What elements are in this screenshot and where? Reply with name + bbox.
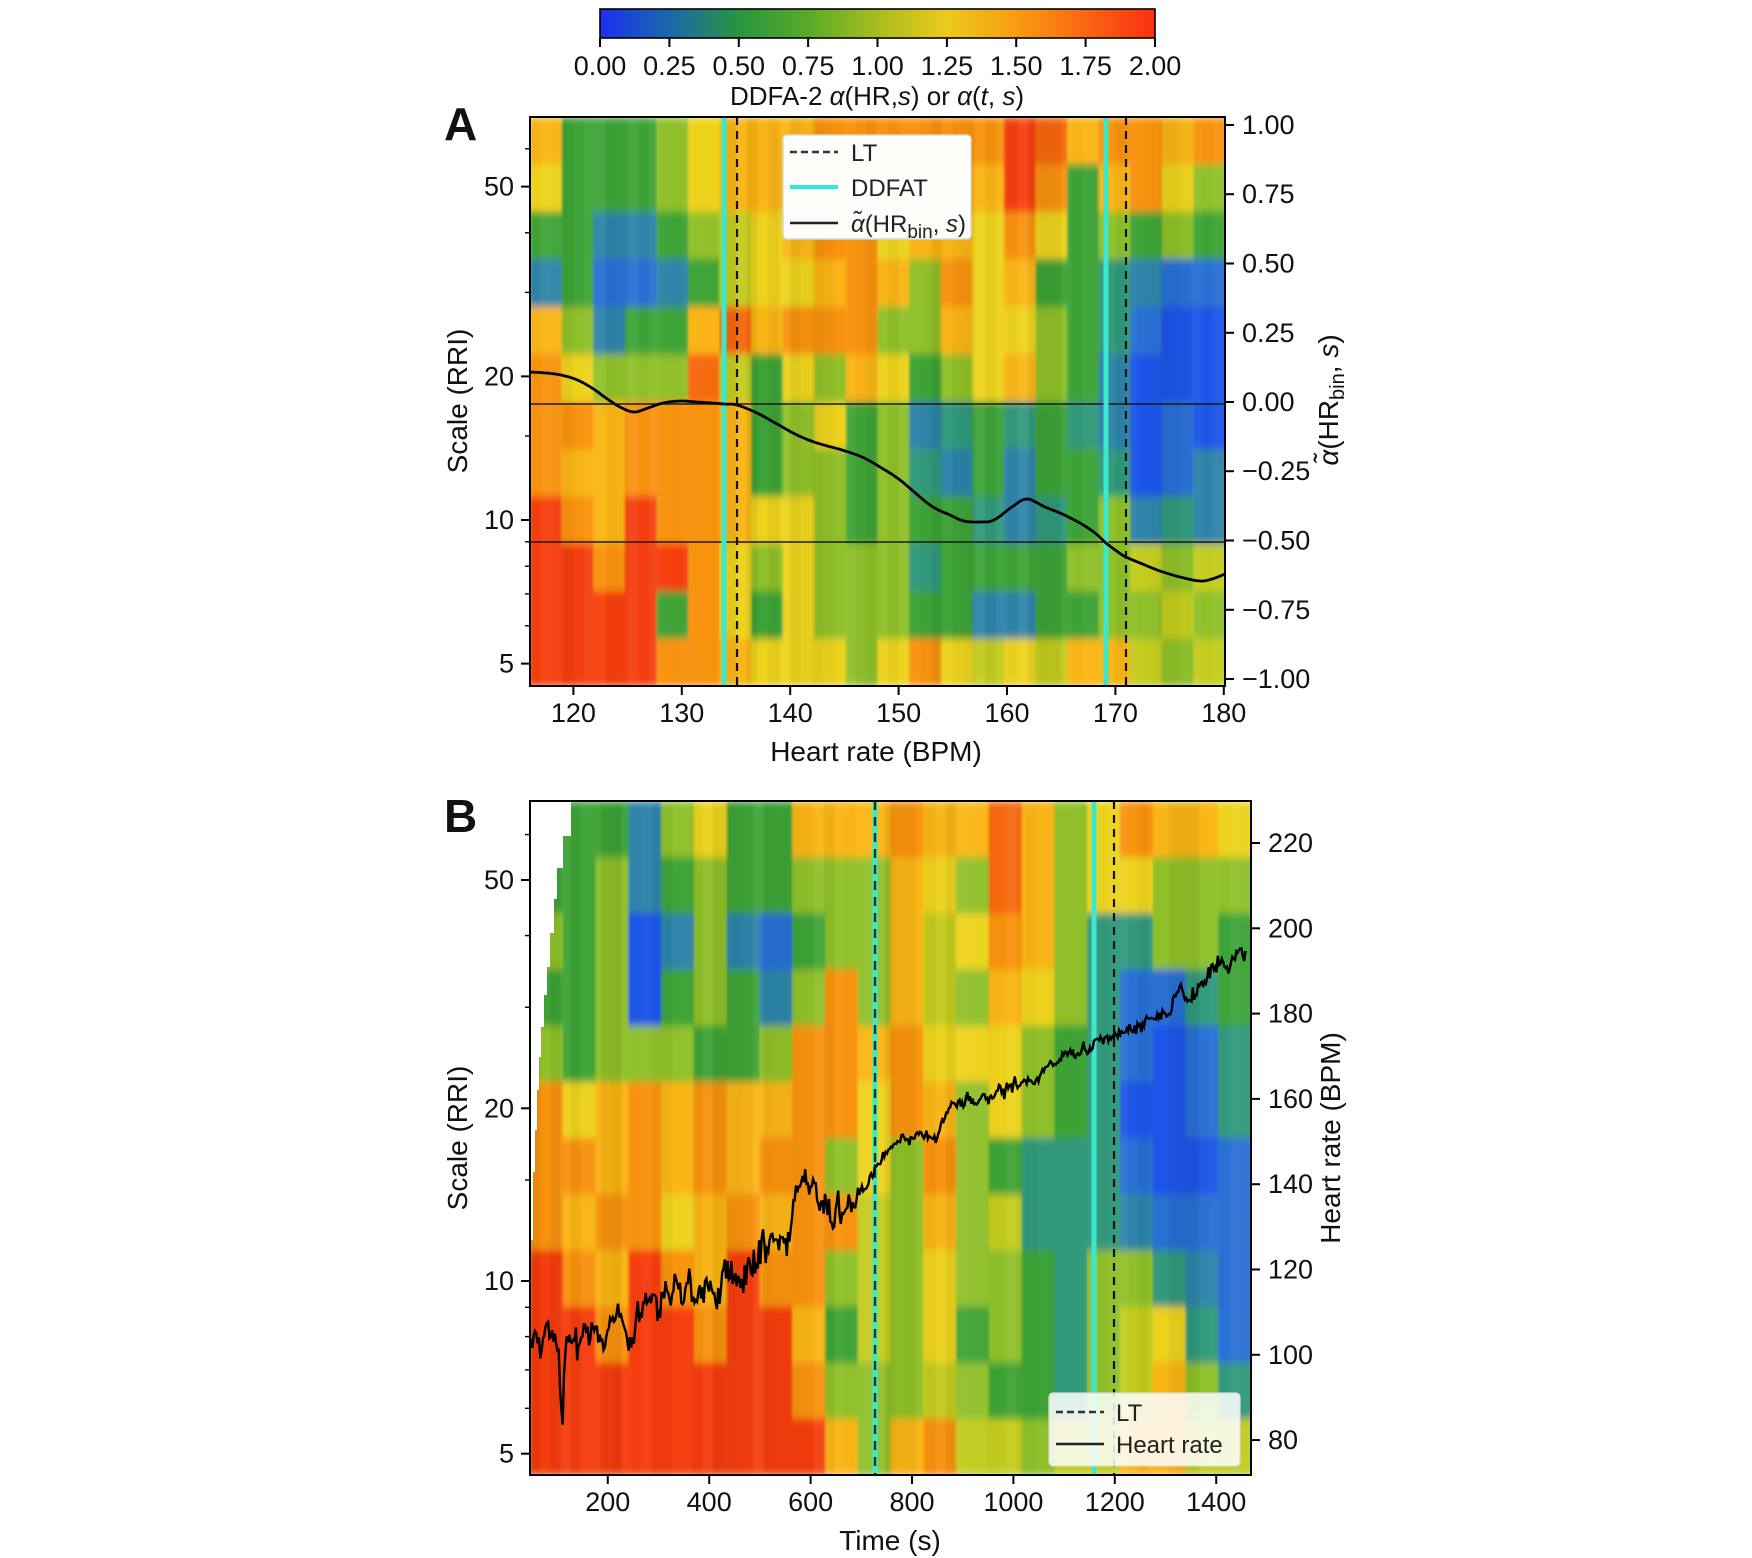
svg-text:140: 140 (1268, 1169, 1313, 1199)
svg-text:α̃(HRbin, s): α̃(HRbin, s) (1313, 334, 1349, 465)
svg-text:1000: 1000 (983, 1487, 1043, 1517)
svg-text:1.00: 1.00 (851, 51, 904, 81)
svg-text:100: 100 (1268, 1340, 1313, 1370)
svg-text:DDFAT: DDFAT (851, 175, 928, 202)
svg-text:180: 180 (1268, 999, 1313, 1029)
svg-text:LT: LT (1116, 1400, 1143, 1427)
svg-text:140: 140 (768, 698, 813, 728)
svg-text:Heart rate: Heart rate (1116, 1432, 1223, 1459)
svg-text:80: 80 (1268, 1425, 1298, 1455)
svg-text:2.00: 2.00 (1129, 51, 1182, 81)
svg-text:600: 600 (788, 1487, 833, 1517)
svg-text:1.00: 1.00 (1242, 110, 1295, 140)
svg-text:20: 20 (484, 1093, 514, 1123)
svg-text:400: 400 (687, 1487, 732, 1517)
svg-text:0.00: 0.00 (574, 51, 627, 81)
svg-text:−0.50: −0.50 (1242, 526, 1310, 556)
svg-text:50: 50 (484, 172, 514, 202)
svg-text:1.25: 1.25 (921, 51, 974, 81)
svg-text:1400: 1400 (1186, 1487, 1246, 1517)
svg-text:1.50: 1.50 (990, 51, 1043, 81)
svg-text:−1.00: −1.00 (1242, 664, 1310, 694)
svg-text:220: 220 (1268, 828, 1313, 858)
svg-text:DDFA-2 α(HR,s) or α(t, s): DDFA-2 α(HR,s) or α(t, s) (730, 81, 1024, 111)
svg-text:LT: LT (851, 140, 878, 167)
svg-text:160: 160 (984, 698, 1029, 728)
svg-text:200: 200 (585, 1487, 630, 1517)
svg-text:B: B (444, 790, 477, 842)
svg-text:20: 20 (484, 361, 514, 391)
svg-text:0.50: 0.50 (1242, 249, 1295, 279)
svg-text:1.75: 1.75 (1059, 51, 1112, 81)
svg-text:170: 170 (1093, 698, 1138, 728)
svg-text:120: 120 (1268, 1255, 1313, 1285)
svg-text:200: 200 (1268, 913, 1313, 943)
svg-text:150: 150 (876, 698, 921, 728)
svg-text:130: 130 (659, 698, 704, 728)
svg-text:1200: 1200 (1085, 1487, 1145, 1517)
svg-text:5: 5 (499, 649, 514, 679)
svg-text:0.00: 0.00 (1242, 387, 1295, 417)
svg-text:Heart rate (BPM): Heart rate (BPM) (1315, 1032, 1346, 1244)
svg-text:10: 10 (484, 1266, 514, 1296)
svg-text:5: 5 (499, 1439, 514, 1469)
svg-text:800: 800 (889, 1487, 934, 1517)
svg-text:0.75: 0.75 (1242, 179, 1295, 209)
svg-text:50: 50 (484, 865, 514, 895)
svg-text:−0.75: −0.75 (1242, 595, 1310, 625)
svg-text:A: A (444, 98, 477, 150)
svg-text:0.50: 0.50 (713, 51, 766, 81)
svg-text:Time (s): Time (s) (839, 1525, 941, 1556)
svg-text:180: 180 (1201, 698, 1246, 728)
svg-text:120: 120 (551, 698, 596, 728)
svg-text:Scale (RRI): Scale (RRI) (442, 1066, 473, 1211)
svg-text:0.25: 0.25 (643, 51, 696, 81)
svg-text:0.75: 0.75 (782, 51, 835, 81)
svg-text:Heart rate (BPM): Heart rate (BPM) (770, 736, 982, 767)
svg-text:−0.25: −0.25 (1242, 456, 1310, 486)
svg-text:160: 160 (1268, 1084, 1313, 1114)
svg-text:0.25: 0.25 (1242, 318, 1295, 348)
svg-text:10: 10 (484, 505, 514, 535)
svg-text:Scale (RRI): Scale (RRI) (442, 329, 473, 474)
